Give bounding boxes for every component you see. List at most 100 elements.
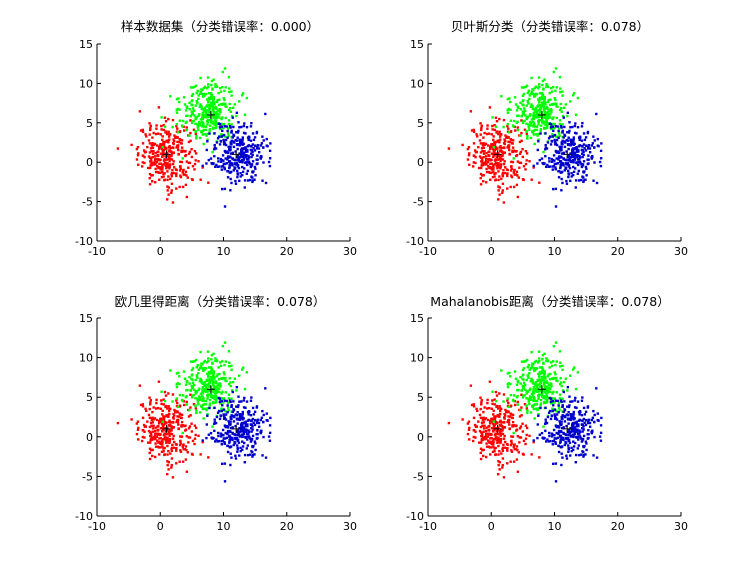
data-point: [151, 410, 154, 414]
data-point: [221, 428, 225, 432]
data-point: [492, 442, 495, 446]
data-point: [207, 385, 211, 388]
data-point: [250, 437, 254, 441]
data-point: [526, 134, 529, 138]
data-point: [512, 399, 515, 403]
data-point: [221, 85, 224, 89]
data-point: [504, 440, 507, 444]
data-point: [491, 390, 494, 393]
y-tick-label: -10: [75, 235, 93, 248]
data-point: [199, 76, 202, 80]
data-point: [558, 122, 562, 126]
data-point: [139, 129, 143, 132]
data-point: [146, 145, 149, 149]
data-point: [210, 371, 213, 375]
data-point: [234, 433, 237, 436]
data-point: [595, 387, 598, 390]
data-point: [568, 433, 572, 436]
data-point: [532, 407, 536, 411]
data-point: [167, 146, 171, 149]
data-point: [170, 429, 173, 432]
data-point: [185, 379, 188, 383]
data-point: [560, 106, 563, 110]
data-point: [242, 406, 246, 409]
data-point: [508, 427, 511, 431]
data-point: [509, 130, 512, 134]
data-point: [197, 97, 200, 101]
data-point: [165, 158, 169, 161]
data-point: [155, 435, 159, 438]
data-point: [192, 394, 195, 397]
data-point: [529, 121, 533, 125]
data-point: [196, 124, 200, 127]
data-point: [514, 103, 518, 106]
data-point: [224, 425, 228, 429]
data-point: [180, 420, 184, 424]
data-point: [201, 117, 205, 121]
data-point: [549, 417, 553, 421]
data-point: [497, 189, 500, 192]
x-tick-label: -10: [419, 245, 437, 258]
data-point: [560, 463, 563, 467]
data-point: [203, 94, 206, 97]
data-point: [205, 162, 208, 165]
data-point: [495, 394, 499, 397]
data-point: [213, 398, 216, 401]
data-point: [218, 98, 221, 101]
data-point: [557, 170, 560, 173]
data-point: [503, 141, 506, 145]
data-point: [531, 107, 535, 111]
data-point: [167, 186, 171, 189]
data-point: [495, 439, 498, 442]
data-point: [259, 418, 263, 422]
data-point: [557, 424, 560, 428]
data-point: [160, 145, 163, 148]
data-point: [210, 358, 213, 361]
data-point: [534, 125, 537, 128]
data-point: [497, 163, 500, 167]
data-point: [185, 195, 189, 199]
data-point: [545, 394, 549, 397]
data-point: [245, 158, 249, 161]
data-point: [166, 460, 169, 463]
y-tick-label: 10: [410, 77, 424, 90]
data-point: [237, 157, 240, 160]
data-point: [143, 430, 146, 433]
data-point: [498, 449, 501, 453]
data-point: [536, 379, 539, 383]
data-point: [494, 116, 498, 119]
data-point: [232, 408, 235, 411]
data-point: [155, 127, 158, 130]
data-point: [567, 131, 571, 134]
data-point: [223, 462, 227, 465]
data-point: [566, 130, 569, 134]
data-point: [485, 445, 489, 448]
data-point: [574, 453, 578, 457]
data-point: [498, 130, 501, 134]
data-point: [499, 412, 502, 416]
data-point: [548, 434, 551, 438]
data-point: [225, 162, 229, 165]
data-point: [557, 127, 561, 130]
data-point: [259, 157, 263, 160]
data-point: [151, 152, 155, 156]
data-point: [560, 145, 563, 149]
data-point: [167, 449, 170, 453]
data-point: [203, 85, 207, 88]
data-point: [259, 144, 263, 147]
data-point: [173, 414, 176, 417]
data-point: [546, 163, 549, 167]
data-point: [482, 430, 485, 433]
data-point: [188, 150, 192, 154]
data-point: [533, 142, 536, 146]
data-point: [240, 158, 244, 162]
data-point: [479, 431, 483, 434]
data-point: [525, 358, 529, 362]
data-point: [493, 450, 496, 453]
data-point: [241, 427, 245, 431]
data-point: [553, 413, 556, 416]
data-point: [539, 402, 543, 405]
data-point: [532, 388, 535, 391]
data-point: [211, 436, 214, 440]
